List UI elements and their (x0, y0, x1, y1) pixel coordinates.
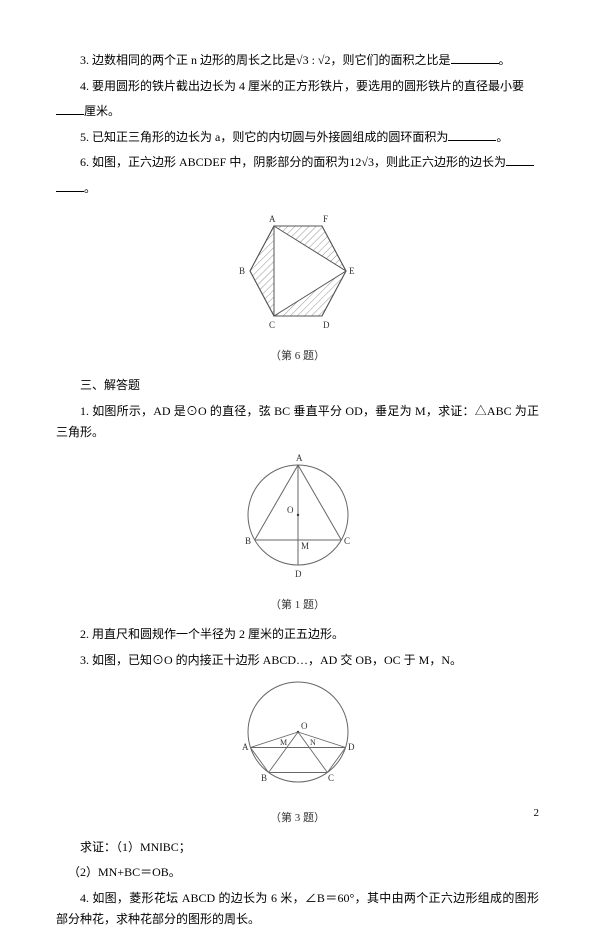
q4-num: 4. (80, 79, 89, 93)
proof-line-1: 求证：（1）MN‖BC； (56, 837, 539, 859)
caption-1: （第 1 题） (56, 596, 539, 616)
c1-D: D (295, 569, 302, 579)
problem-3: 3. 边数相同的两个正 n 边形的周长之比是√3 : √2，则它们的面积之比是 。 (56, 50, 539, 72)
q3q-num: 3. (80, 653, 89, 667)
problem-4b: 厘米。 (56, 101, 539, 123)
c3-O: O (301, 721, 308, 731)
hex-A: A (269, 214, 276, 224)
q3-blank (451, 52, 499, 64)
question-4: 4. 如图，菱形花坛 ABCD 的边长为 6 米，∠B＝60°，其中由两个正六边… (56, 888, 539, 931)
q6-text-a: 如图，正六边形 ABCDEF 中，阴影部分的面积为 (92, 155, 349, 169)
q3-period: 。 (499, 53, 511, 67)
q4-blank (56, 103, 84, 115)
section-3-header: 三、解答题 (56, 375, 539, 397)
q1-num: 1. (80, 404, 89, 418)
q5-text-a: 已知正三角形的边长为 a，则它的内切圆与外接圆组成的圆环面积为 (92, 130, 448, 144)
q4b-text: 厘米。 (84, 104, 120, 118)
c1-O: O (287, 505, 294, 515)
question-2: 2. 用直尺和圆规作一个半径为 2 厘米的正五边形。 (56, 624, 539, 646)
q6-text-b: ，则此正六边形的边长为 (374, 155, 506, 169)
q3-num: 3. (80, 53, 89, 67)
q6-num: 6. (80, 155, 89, 169)
q5-blank (448, 128, 496, 140)
q3q-text: 如图，已知⊙O 的内接正十边形 ABCD…，AD 交 OB，OC 于 M，N。 (92, 653, 462, 667)
page-number: 2 (534, 804, 540, 824)
q4q-num: 4. (80, 891, 89, 905)
problem-5: 5. 已知正三角形的边长为 a，则它的内切圆与外接圆组成的圆环面积为 。 (56, 127, 539, 149)
c3-B: B (261, 773, 267, 783)
figure-6: A F E D C B (56, 206, 539, 344)
c1-C: C (344, 536, 350, 546)
hex-F: F (323, 214, 328, 224)
q2-num: 2. (80, 627, 89, 641)
question-3: 3. 如图，已知⊙O 的内接正十边形 ABCD…，AD 交 OB，OC 于 M，… (56, 650, 539, 672)
hex-D: D (323, 320, 330, 330)
q3-text-a: 边数相同的两个正 n 边形的周长之比是 (92, 53, 296, 67)
figure-3: O A B C D M N (56, 677, 539, 805)
q6-blank (506, 154, 534, 166)
hex-C: C (269, 320, 275, 330)
q3-ratio: √3 : √2 (296, 53, 331, 67)
c1-B: B (245, 536, 251, 546)
problem-4a: 4. 要用圆形的铁片截出边长为 4 厘米的正方形铁片，要选用的圆形铁片的直径最小… (56, 76, 539, 98)
figure-1: A B C D O M (56, 450, 539, 593)
problem-6a: 6. 如图，正六边形 ABCDEF 中，阴影部分的面积为12√3，则此正六边形的… (56, 152, 539, 174)
hex-E: E (349, 266, 355, 276)
circle1-svg: A B C D O M (233, 450, 363, 585)
circle3-svg: O A B C D M N (233, 677, 363, 797)
caption-3: （第 3 题） (56, 809, 539, 829)
c3-C: C (328, 773, 334, 783)
c3-N: N (310, 738, 316, 747)
q1-text: 如图所示，AD 是⊙O 的直径，弦 BC 垂直平分 OD，垂足为 M，求证：△A… (56, 404, 539, 440)
q6b-period: 。 (84, 181, 96, 195)
q6-val: 12√3 (349, 155, 374, 169)
question-1: 1. 如图所示，AD 是⊙O 的直径，弦 BC 垂直平分 OD，垂足为 M，求证… (56, 401, 539, 444)
hex-B: B (239, 266, 245, 276)
q6b-blank (56, 180, 84, 192)
c3-D: D (348, 742, 355, 752)
caption-6: （第 6 题） (56, 347, 539, 367)
q2-text: 用直尺和圆规作一个半径为 2 厘米的正五边形。 (92, 627, 344, 641)
q4q-text: 如图，菱形花坛 ABCD 的边长为 6 米，∠B＝60°，其中由两个正六边形组成… (56, 891, 539, 927)
q4-text: 要用圆形的铁片截出边长为 4 厘米的正方形铁片，要选用的圆形铁片的直径最小要 (92, 79, 524, 93)
q5-num: 5. (80, 130, 89, 144)
hexagon-svg: A F E D C B (223, 206, 373, 336)
q5-period: 。 (496, 130, 508, 144)
c1-M: M (301, 541, 309, 551)
c3-M: M (280, 738, 287, 747)
q3-text-b: ，则它们的面积之比是 (331, 53, 451, 67)
proof-line-2: （2）MN+BC＝OB。 (56, 862, 539, 884)
c3-A: A (242, 742, 249, 752)
problem-6b: 。 (56, 178, 539, 200)
c1-A: A (296, 453, 303, 463)
